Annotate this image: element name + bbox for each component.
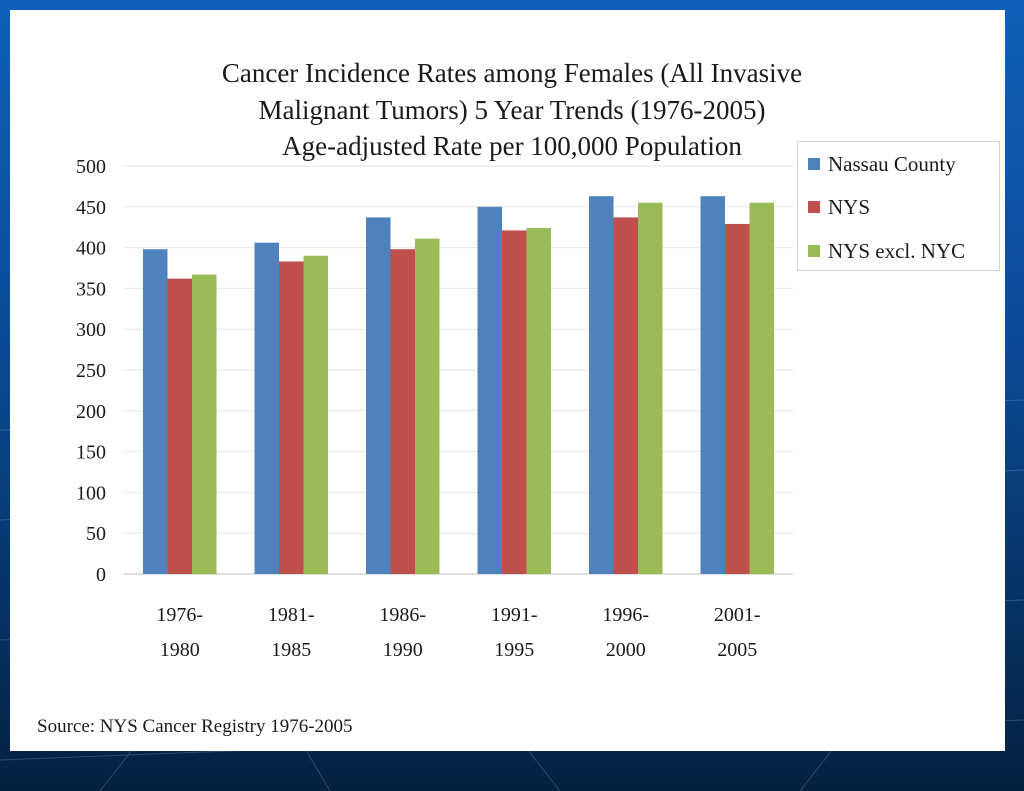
y-tick-label: 250 <box>76 360 106 382</box>
x-tick-label: 1996- <box>602 604 649 626</box>
chart-title-line: Malignant Tumors) 5 Year Trends (1976-20… <box>258 94 766 125</box>
bar <box>749 202 774 574</box>
x-tick-label: 1981- <box>268 604 315 626</box>
y-tick-label: 200 <box>76 401 106 423</box>
legend-label: NYS excl. NYC <box>828 238 966 263</box>
x-tick-label: 1980 <box>160 639 200 661</box>
bar <box>502 230 527 575</box>
y-axis-ticks: 0 50 100 150 200 250 300 350 400 450 500 <box>76 156 106 586</box>
y-tick-label: 400 <box>76 238 106 260</box>
y-tick-label: 0 <box>96 564 106 586</box>
legend-swatch <box>808 158 820 170</box>
bar <box>366 217 391 574</box>
legend-label: Nassau County <box>828 151 956 176</box>
bars <box>143 196 774 575</box>
y-tick-label: 500 <box>76 156 106 178</box>
gridlines <box>124 165 793 575</box>
y-tick-label: 50 <box>86 523 106 545</box>
bar <box>638 202 663 574</box>
x-tick-label: 2001- <box>714 604 761 626</box>
x-tick-label: 1990 <box>383 639 423 661</box>
legend-item-nys-excl-nyc: NYS excl. NYC <box>808 239 965 263</box>
chart-title-line: Age-adjusted Rate per 100,000 Population <box>282 131 742 161</box>
y-tick-label: 350 <box>76 278 106 300</box>
x-tick-label: 2005 <box>717 639 757 661</box>
x-axis-ticks: 1976- 1980 1981- 1985 1986- 1990 1991- 1995 1996… <box>156 604 760 661</box>
chart-title-line: Cancer Incidence Rates among Females (Al… <box>221 58 803 88</box>
bar <box>390 249 415 574</box>
bar <box>279 261 304 574</box>
chart-title: Cancer Incidence Rates among Females (Al… <box>140 55 884 165</box>
legend-swatch <box>808 245 820 257</box>
legend-item-nassau-county: Nassau County <box>808 152 956 176</box>
bar <box>143 249 168 574</box>
bar <box>725 223 750 574</box>
bar <box>303 255 328 574</box>
x-tick-label: 1995 <box>494 639 534 661</box>
bar <box>700 196 725 574</box>
legend-swatch <box>808 201 820 213</box>
x-tick-label: 1986- <box>379 604 426 626</box>
bar <box>254 242 279 575</box>
source-note: Source: NYS Cancer Registry 1976-2005 <box>37 716 353 737</box>
legend-item-nys: NYS <box>808 195 870 219</box>
y-tick-label: 100 <box>76 482 106 504</box>
x-tick-label: 1976- <box>156 604 203 626</box>
y-tick-label: 300 <box>76 319 106 341</box>
bar <box>167 278 192 574</box>
bar <box>477 206 502 575</box>
bar <box>613 217 638 574</box>
bar <box>526 228 551 575</box>
y-tick-label: 450 <box>76 197 106 219</box>
bar <box>192 274 217 574</box>
legend-label: NYS <box>828 194 871 219</box>
x-tick-label: 1985 <box>271 639 311 661</box>
x-tick-label: 1991- <box>491 604 538 626</box>
chart-legend: Nassau County NYS NYS excl. NYC <box>797 141 1000 271</box>
y-tick-label: 150 <box>76 442 106 464</box>
x-tick-label: 2000 <box>606 639 646 661</box>
bar <box>589 196 614 574</box>
bar <box>415 238 440 574</box>
